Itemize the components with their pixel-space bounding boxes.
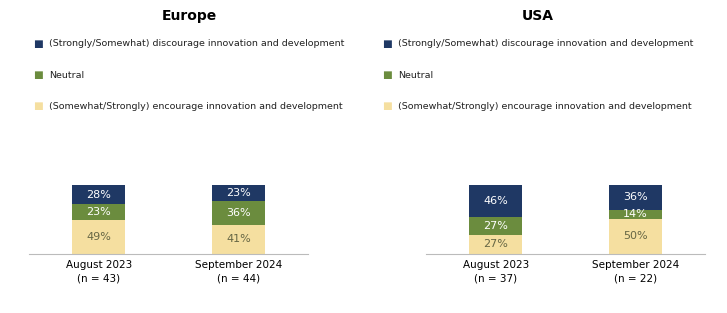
Bar — [469, 217, 522, 235]
Bar — [469, 185, 522, 217]
Text: ■: ■ — [382, 70, 391, 80]
Bar — [608, 210, 662, 219]
Text: Europe: Europe — [161, 9, 217, 23]
Text: ■: ■ — [33, 70, 42, 80]
Text: Neutral: Neutral — [49, 71, 84, 80]
Text: 28%: 28% — [87, 190, 111, 200]
Bar — [608, 185, 662, 210]
Bar — [212, 225, 265, 254]
Text: 27%: 27% — [483, 239, 508, 249]
Text: 41%: 41% — [226, 234, 251, 244]
Text: ■: ■ — [33, 39, 42, 49]
Bar — [212, 185, 265, 201]
Text: ■: ■ — [382, 101, 391, 111]
Text: Neutral: Neutral — [398, 71, 433, 80]
Text: 14%: 14% — [623, 209, 648, 219]
Text: 50%: 50% — [623, 231, 648, 241]
Text: ■: ■ — [33, 101, 42, 111]
Text: USA: USA — [522, 9, 554, 23]
Text: (Strongly/Somewhat) discourage innovation and development: (Strongly/Somewhat) discourage innovatio… — [49, 39, 345, 48]
Text: (Somewhat/Strongly) encourage innovation and development: (Somewhat/Strongly) encourage innovation… — [49, 102, 343, 111]
Text: (Strongly/Somewhat) discourage innovation and development: (Strongly/Somewhat) discourage innovatio… — [398, 39, 694, 48]
Text: (Somewhat/Strongly) encourage innovation and development: (Somewhat/Strongly) encourage innovation… — [398, 102, 692, 111]
Bar — [73, 185, 126, 204]
Bar — [212, 201, 265, 225]
Text: 27%: 27% — [483, 221, 508, 231]
Text: 36%: 36% — [226, 208, 251, 218]
Text: 36%: 36% — [623, 192, 648, 202]
Bar — [73, 220, 126, 254]
Bar — [73, 204, 126, 220]
Bar — [469, 235, 522, 254]
Text: ■: ■ — [382, 39, 391, 49]
Text: 46%: 46% — [483, 196, 508, 206]
Text: 23%: 23% — [87, 207, 111, 217]
Bar — [608, 219, 662, 254]
Text: 23%: 23% — [226, 188, 251, 198]
Text: 49%: 49% — [87, 232, 111, 242]
